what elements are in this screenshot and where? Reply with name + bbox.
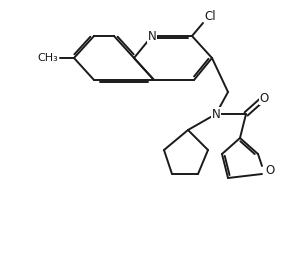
Text: Cl: Cl [204,9,216,23]
Text: CH₃: CH₃ [38,53,58,63]
Text: O: O [265,164,275,177]
Text: O: O [259,91,269,104]
Text: N: N [212,107,220,120]
Text: N: N [148,29,156,42]
